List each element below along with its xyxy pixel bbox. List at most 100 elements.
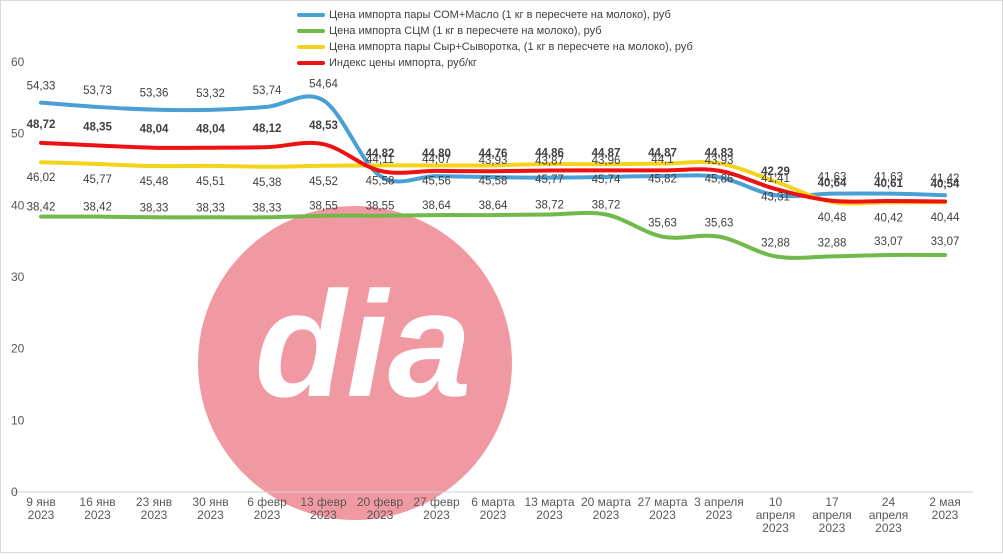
x-tick-line: 2 мая bbox=[929, 495, 960, 509]
data-label: 33,07 bbox=[931, 236, 960, 248]
data-label: 38,33 bbox=[196, 202, 225, 214]
series-line-1 bbox=[39, 210, 947, 260]
data-label: 48,35 bbox=[83, 121, 112, 133]
x-tick-line: 13 февр bbox=[300, 495, 347, 509]
x-tick-line: 2023 bbox=[649, 508, 676, 522]
x-tick-line: 2023 bbox=[762, 521, 789, 535]
x-tick-label: 20 февр 2023 bbox=[357, 495, 404, 522]
x-tick-line: 23 янв bbox=[136, 495, 172, 509]
data-label: 46,02 bbox=[27, 172, 56, 184]
data-label: 44,11 bbox=[366, 154, 394, 166]
data-label: 40,44 bbox=[931, 212, 960, 224]
legend: Цена импорта пары СОМ+Масло (1 кг в пере… bbox=[297, 7, 693, 71]
x-tick-line: 20 февр bbox=[357, 495, 404, 509]
data-label: 45,48 bbox=[140, 176, 169, 188]
x-tick-label: 17 апреля 2023 bbox=[812, 495, 852, 535]
legend-label: Цена импорта пары СОМ+Масло (1 кг в пере… bbox=[329, 9, 671, 21]
data-label: 45,82 bbox=[648, 174, 677, 186]
y-tick-label: 50 bbox=[11, 127, 25, 141]
y-tick-label: 60 bbox=[11, 55, 25, 69]
legend-label: Цена импорта СЦМ (1 кг в пересчете на мо… bbox=[329, 25, 602, 37]
legend-swatch-yellow bbox=[297, 45, 325, 49]
legend-swatch-green bbox=[297, 29, 325, 33]
y-tick-label: 40 bbox=[11, 198, 25, 212]
x-tick-line: 2023 bbox=[932, 508, 959, 522]
x-tick-label: 20 марта 2023 bbox=[581, 495, 631, 522]
legend-label: Индекс цены импорта, руб/кг bbox=[329, 57, 477, 69]
x-tick-line: 24 bbox=[882, 495, 896, 509]
x-tick-label: 3 апреля 2023 bbox=[694, 495, 744, 522]
data-label: 45,51 bbox=[196, 176, 225, 188]
legend-swatch-red bbox=[297, 61, 325, 65]
x-tick-line: 20 марта bbox=[581, 495, 631, 509]
x-tick-line: 2023 bbox=[536, 508, 563, 522]
data-label: 48,72 bbox=[27, 119, 56, 131]
x-tick-line: апреля bbox=[869, 508, 909, 522]
data-label: 44,82 bbox=[366, 148, 395, 160]
data-labels-layer: 54,33 53,73 53,36 53,32 53,74 54,64 44,11 44,07… bbox=[27, 78, 960, 249]
x-tick-label: 2 мая 2023 bbox=[929, 495, 960, 522]
x-tick-line: 2023 bbox=[141, 508, 168, 522]
data-label: 44,1 bbox=[651, 154, 673, 166]
x-tick-line: 10 bbox=[769, 495, 783, 509]
data-label: 45,58 bbox=[366, 175, 395, 187]
data-label: 38,33 bbox=[253, 202, 282, 214]
x-tick-label: 27 февр 2023 bbox=[413, 495, 460, 522]
data-label: 44,83 bbox=[705, 148, 734, 160]
data-label: 53,74 bbox=[253, 85, 282, 97]
data-label: 33,07 bbox=[874, 236, 903, 248]
series-line-2 bbox=[39, 160, 947, 206]
data-label: 41,41 bbox=[761, 173, 790, 185]
y-tick-label: 20 bbox=[11, 342, 25, 356]
x-tick-line: 16 янв bbox=[79, 495, 115, 509]
data-label: 40,64 bbox=[818, 178, 847, 190]
x-tick-line: 3 апреля bbox=[694, 495, 744, 509]
x-tick-line: 2023 bbox=[593, 508, 620, 522]
x-tick-line: 2023 bbox=[310, 508, 337, 522]
x-tick-label: 13 февр 2023 bbox=[300, 495, 347, 522]
series-line-0 bbox=[39, 94, 947, 199]
data-label: 40,54 bbox=[931, 178, 960, 190]
data-label: 38,55 bbox=[309, 201, 338, 213]
legend-swatch-blue bbox=[297, 13, 325, 17]
data-label: 45,77 bbox=[535, 174, 564, 186]
x-tick-line: 2023 bbox=[423, 508, 450, 522]
data-label: 38,33 bbox=[140, 202, 169, 214]
x-tick-label: 9 янв 2023 bbox=[26, 495, 56, 522]
data-label: 44,87 bbox=[648, 147, 677, 159]
x-tick-line: апреля bbox=[812, 508, 852, 522]
data-label: 54,33 bbox=[27, 81, 56, 93]
data-label: 43,93 bbox=[705, 155, 734, 167]
watermark-circle bbox=[198, 206, 512, 520]
x-tick-line: 9 янв bbox=[26, 495, 56, 509]
legend-label: Цена импорта пары Сыр+Сыворотка, (1 кг в… bbox=[329, 41, 693, 53]
data-label: 44,07 bbox=[422, 154, 451, 166]
data-label: 43,93 bbox=[479, 155, 508, 167]
x-tick-line: 2023 bbox=[875, 521, 902, 535]
x-tick-line: 2023 bbox=[480, 508, 507, 522]
x-tick-label: 13 марта 2023 bbox=[524, 495, 574, 522]
x-tick-line: 2023 bbox=[706, 508, 733, 522]
data-label: 48,12 bbox=[253, 123, 282, 135]
x-tick-line: 6 февр bbox=[247, 495, 287, 509]
data-label: 32,88 bbox=[818, 237, 847, 249]
data-label: 38,55 bbox=[366, 201, 395, 213]
x-tick-label: 6 февр 2023 bbox=[247, 495, 287, 522]
data-label: 45,38 bbox=[253, 177, 282, 189]
data-label: 53,73 bbox=[83, 85, 112, 97]
legend-item: Цена импорта пары Сыр+Сыворотка, (1 кг в… bbox=[297, 39, 693, 55]
data-label: 35,63 bbox=[705, 218, 734, 230]
legend-item: Цена импорта пары СОМ+Масло (1 кг в пере… bbox=[297, 7, 693, 23]
x-tick-label: 27 марта 2023 bbox=[637, 495, 687, 522]
x-tick-label: 23 янв 2023 bbox=[136, 495, 172, 522]
x-tick-line: 2023 bbox=[367, 508, 394, 522]
data-label: 41,63 bbox=[818, 172, 847, 184]
data-label: 41,63 bbox=[874, 172, 903, 184]
data-label: 38,72 bbox=[535, 200, 564, 212]
data-label: 45,86 bbox=[705, 173, 734, 185]
data-label: 38,42 bbox=[27, 202, 56, 214]
data-label: 48,04 bbox=[196, 124, 225, 136]
data-label: 42,29 bbox=[761, 166, 790, 178]
data-label: 45,52 bbox=[309, 176, 338, 188]
